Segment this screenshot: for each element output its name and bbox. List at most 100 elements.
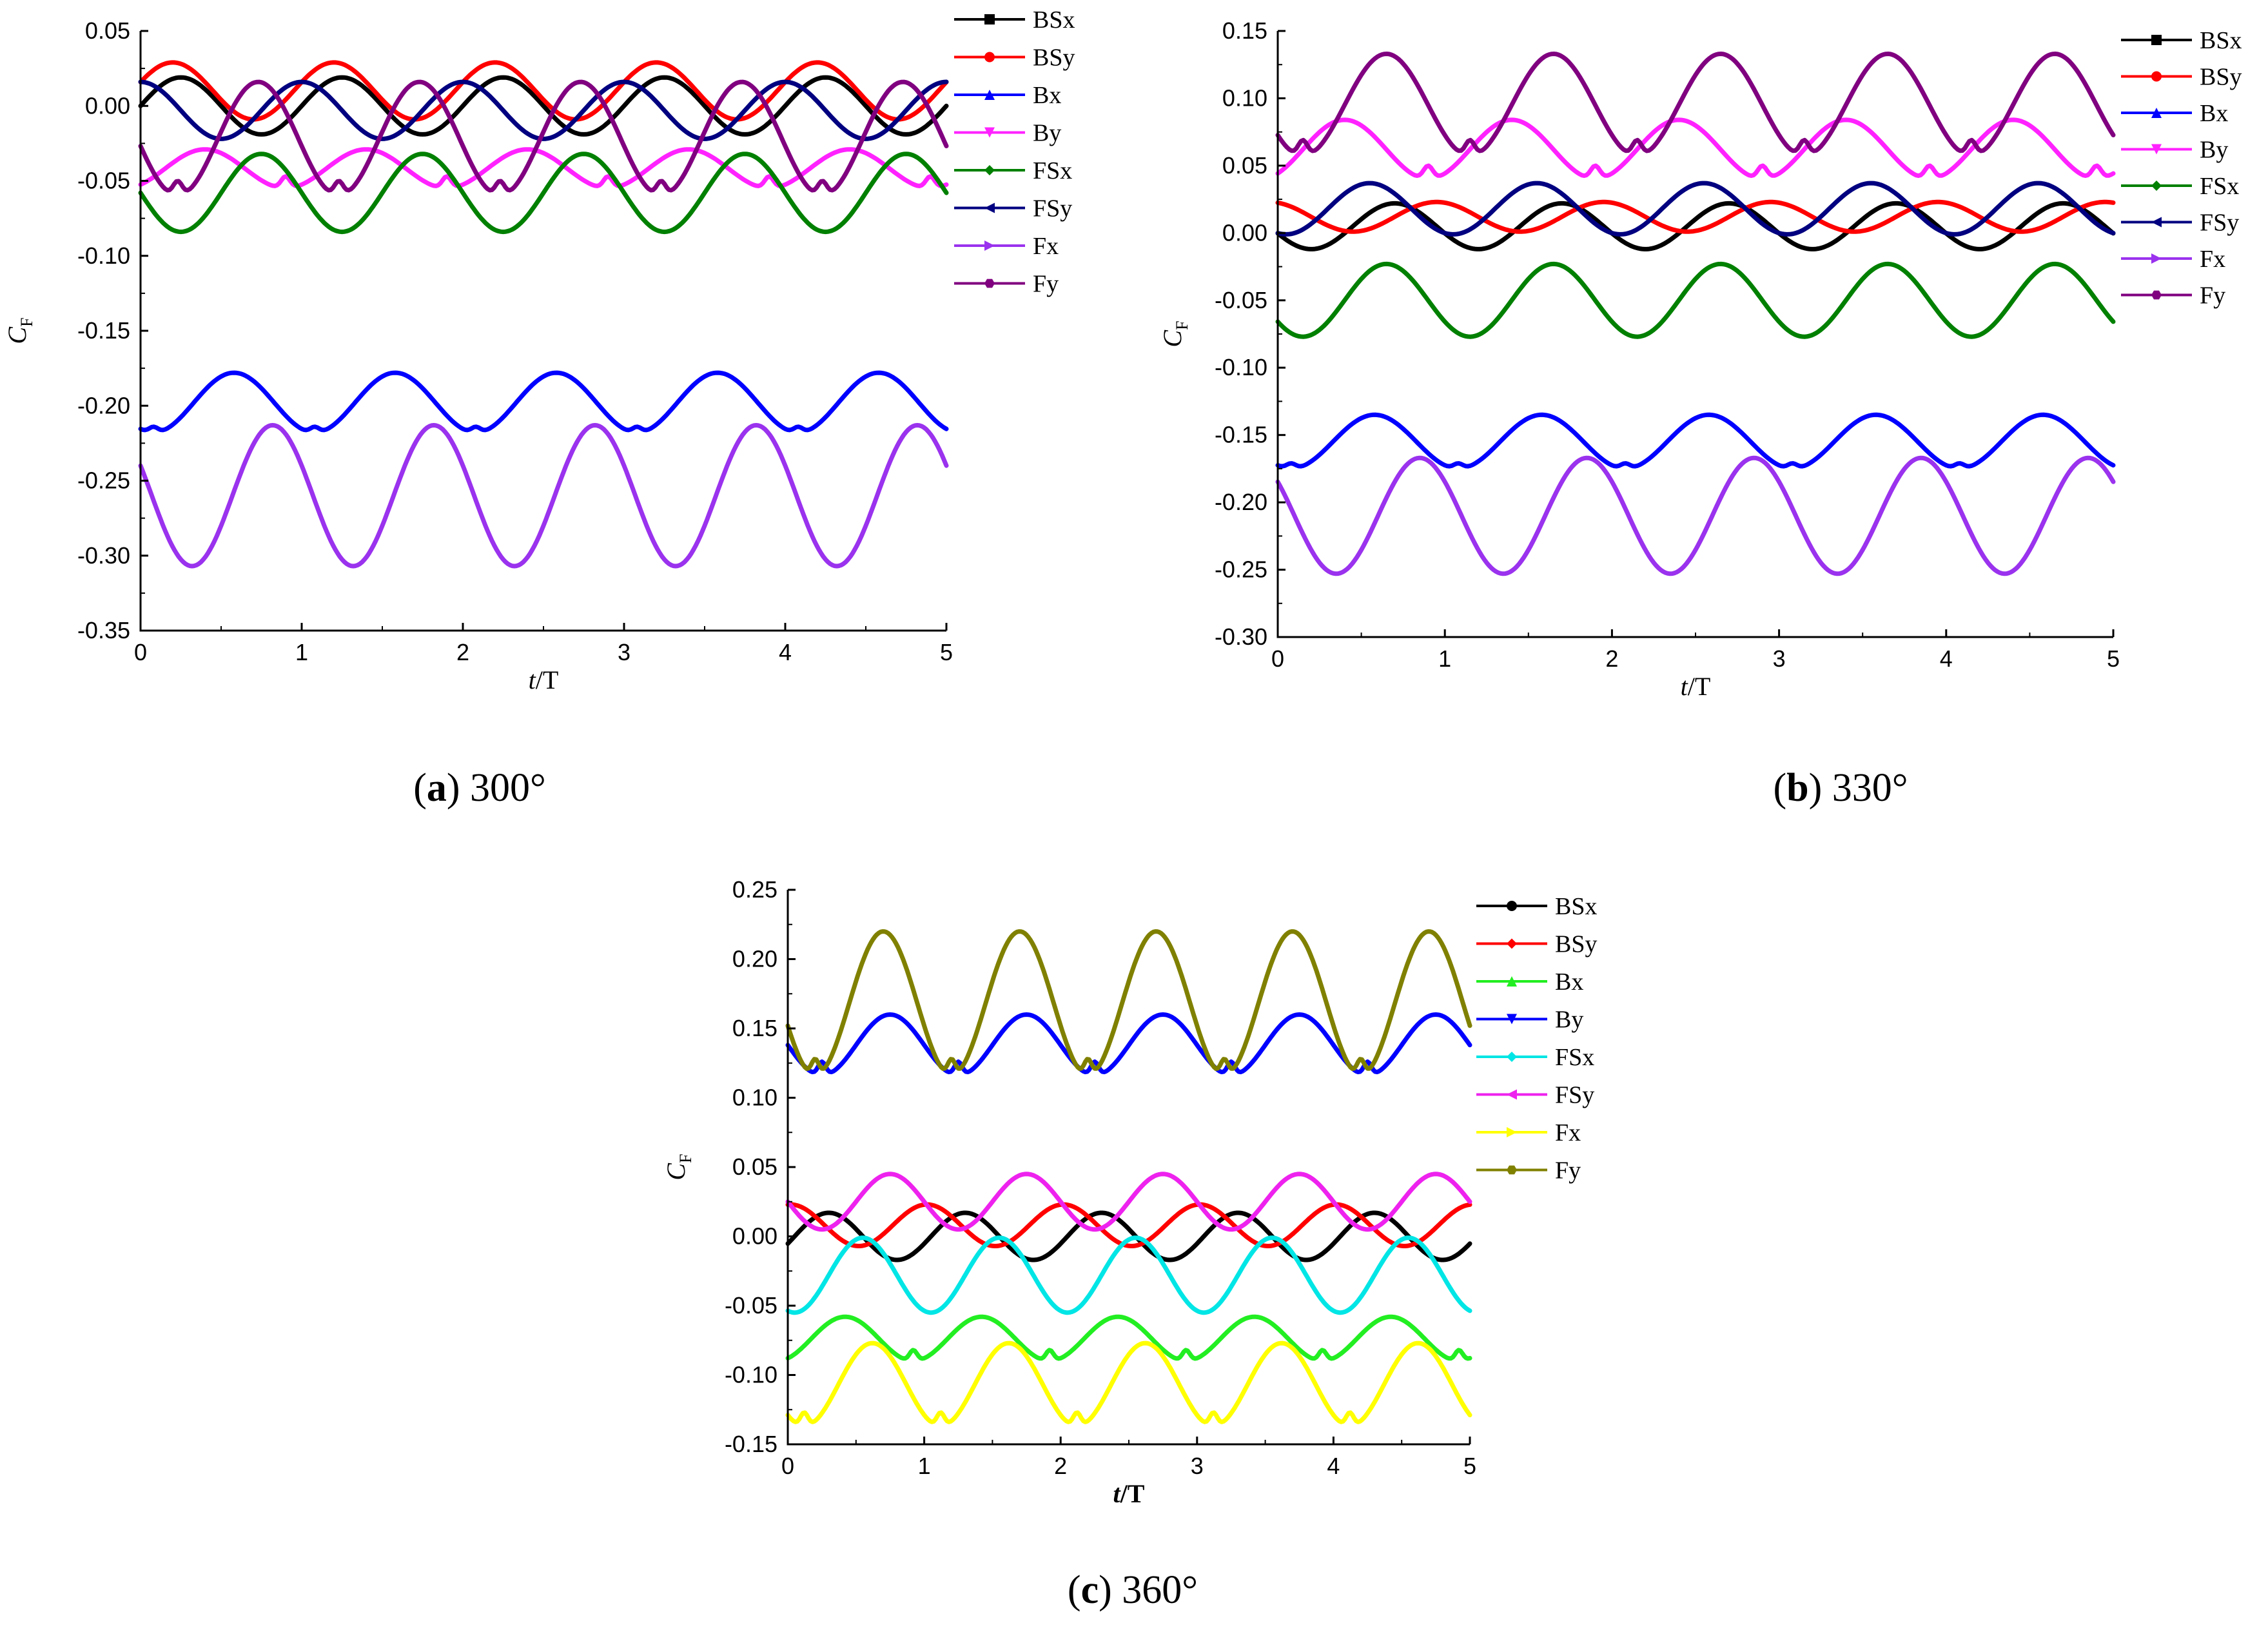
plot-area bbox=[138, 60, 949, 569]
legend-label-bx: Bx bbox=[2200, 100, 2228, 127]
y-tick-label: -0.05 bbox=[1215, 287, 1267, 313]
legend-marker-bsy bbox=[984, 52, 995, 63]
legend-label-fx: Fx bbox=[1555, 1119, 1581, 1146]
x-tick-label: 2 bbox=[456, 639, 469, 665]
legend-label-bsx: BSx bbox=[2200, 27, 2242, 54]
legend-marker-fsy bbox=[1507, 1089, 1517, 1100]
legend-marker-by bbox=[1507, 1014, 1517, 1025]
x-tick-label: 3 bbox=[1191, 1453, 1204, 1479]
y-tick-label: 0.00 bbox=[85, 92, 130, 119]
y-tick-label: 0.25 bbox=[732, 876, 777, 903]
legend: BSx BSy Bx By FSx FSy Fx Fy bbox=[1476, 893, 1597, 1184]
y-tick-label: 0.10 bbox=[732, 1085, 777, 1111]
y-axis-label: CF bbox=[3, 317, 36, 344]
series-line-fx bbox=[785, 1340, 1472, 1424]
chart-panel-b: 0.15 0.10 0.05 0.00 -0.05 -0.10 -0.15 -0.20 -0.2… bbox=[1158, 17, 2242, 810]
legend-marker-fx bbox=[2151, 253, 2162, 264]
legend-marker-fx bbox=[1507, 1127, 1517, 1137]
y-tick-label: -0.05 bbox=[725, 1292, 777, 1319]
legend-label-by: By bbox=[1033, 120, 1061, 147]
legend-label-fsx: FSx bbox=[1555, 1044, 1594, 1071]
legend: BSx BSy Bx By FSx FSy Fx Fy bbox=[954, 6, 1075, 298]
panel-caption: (c) 360° bbox=[1068, 1568, 1198, 1612]
plot-area bbox=[1275, 52, 2116, 576]
y-tick-label: 0.00 bbox=[1222, 219, 1267, 246]
y-axis-label: CF bbox=[661, 1154, 695, 1180]
legend: BSx BSy Bx By FSx FSy Fx Fy bbox=[2121, 27, 2242, 309]
y-tick-label: -0.05 bbox=[77, 168, 130, 194]
series-line-bsx bbox=[1275, 201, 2116, 251]
legend-marker-fsy bbox=[984, 202, 995, 213]
y-axis-label: CF bbox=[1158, 320, 1191, 347]
x-tick-label: 1 bbox=[295, 639, 308, 665]
y-tick-label: -0.10 bbox=[77, 242, 130, 269]
legend-label-fy: Fy bbox=[1033, 271, 1059, 298]
legend-marker-fy bbox=[1507, 1165, 1517, 1175]
x-axis-label: t/T bbox=[1681, 672, 1711, 701]
legend-label-by: By bbox=[1555, 1006, 1583, 1034]
legend-marker-fsx bbox=[1507, 1052, 1517, 1062]
y-tick-label: -0.30 bbox=[1215, 624, 1267, 650]
legend-marker-bsx bbox=[1507, 901, 1517, 911]
x-tick-label: 5 bbox=[1463, 1453, 1476, 1479]
y-tick-label: -0.20 bbox=[77, 392, 130, 418]
y-tick-label: -0.15 bbox=[77, 317, 130, 344]
legend-label-bsy: BSy bbox=[2200, 64, 2242, 91]
legend-label-fsy: FSy bbox=[1033, 195, 1072, 222]
series-line-bsy bbox=[1275, 199, 2116, 234]
x-tick-label: 4 bbox=[1327, 1453, 1340, 1479]
x-tick-label: 5 bbox=[940, 639, 953, 665]
plot-area bbox=[785, 929, 1472, 1424]
y-tick-label: -0.30 bbox=[77, 542, 130, 569]
legend-marker-fsx bbox=[984, 165, 995, 175]
y-tick-label: 0.00 bbox=[732, 1223, 777, 1250]
legend-marker-bsy bbox=[1507, 938, 1517, 949]
series-line-bsy bbox=[785, 1202, 1472, 1248]
legend-label-bsx: BSx bbox=[1555, 893, 1597, 920]
legend-marker-by bbox=[2151, 144, 2162, 155]
series-line-bx bbox=[1275, 412, 2116, 469]
legend-label-by: By bbox=[2200, 137, 2228, 164]
y-tick-label: 0.10 bbox=[1222, 84, 1267, 111]
series-line-by bbox=[785, 1012, 1472, 1075]
axes-frame bbox=[139, 31, 946, 632]
x-axis-label: t/T bbox=[529, 665, 559, 694]
x-tick-label: 5 bbox=[2107, 645, 2120, 672]
x-tick-label: 1 bbox=[1438, 645, 1451, 672]
x-tick-label: 4 bbox=[779, 639, 792, 665]
x-tick-label: 0 bbox=[781, 1453, 794, 1479]
chart-panel-a: 0.05 0.00 -0.05 -0.10 -0.15 -0.20 -0.25 -0.30 -0… bbox=[3, 6, 1075, 810]
legend-label-fsy: FSy bbox=[1555, 1082, 1594, 1109]
series-line-fy bbox=[785, 929, 1472, 1071]
y-tick-label: -0.20 bbox=[1215, 489, 1267, 515]
y-tick-label: -0.35 bbox=[77, 617, 130, 643]
legend-marker-bx bbox=[984, 90, 995, 100]
legend-label-fx: Fx bbox=[1033, 233, 1059, 260]
x-tick-label: 0 bbox=[1271, 645, 1284, 672]
x-axis-label: t/T bbox=[1113, 1479, 1145, 1508]
legend-marker-fsy bbox=[2151, 217, 2162, 228]
legend-label-fsx: FSx bbox=[2200, 173, 2239, 200]
legend-label-fy: Fy bbox=[1555, 1157, 1581, 1184]
series-line-fy bbox=[1275, 52, 2116, 153]
legend-marker-bx bbox=[1507, 976, 1517, 987]
series-line-fsx bbox=[138, 152, 949, 235]
series-line-fsy bbox=[1275, 181, 2116, 237]
panel-caption: (a) 300° bbox=[413, 766, 546, 810]
y-tick-label: -0.25 bbox=[77, 467, 130, 494]
series-line-bsx bbox=[785, 1210, 1472, 1262]
x-tick-label: 3 bbox=[618, 639, 631, 665]
legend-marker-by bbox=[984, 127, 995, 138]
legend-label-fsx: FSx bbox=[1033, 157, 1072, 184]
series-line-fx bbox=[1275, 455, 2116, 576]
panel-caption: (b) 330° bbox=[1773, 766, 1908, 810]
series-line-fsx bbox=[1275, 261, 2116, 339]
legend-marker-bsx bbox=[2151, 35, 2162, 45]
series-line-fx bbox=[138, 423, 949, 569]
legend-label-fsy: FSy bbox=[2200, 210, 2239, 237]
y-tick-label: 0.20 bbox=[732, 946, 777, 972]
legend-label-bx: Bx bbox=[1033, 82, 1061, 109]
series-line-by bbox=[138, 147, 949, 188]
legend-marker-bsx bbox=[984, 14, 995, 25]
